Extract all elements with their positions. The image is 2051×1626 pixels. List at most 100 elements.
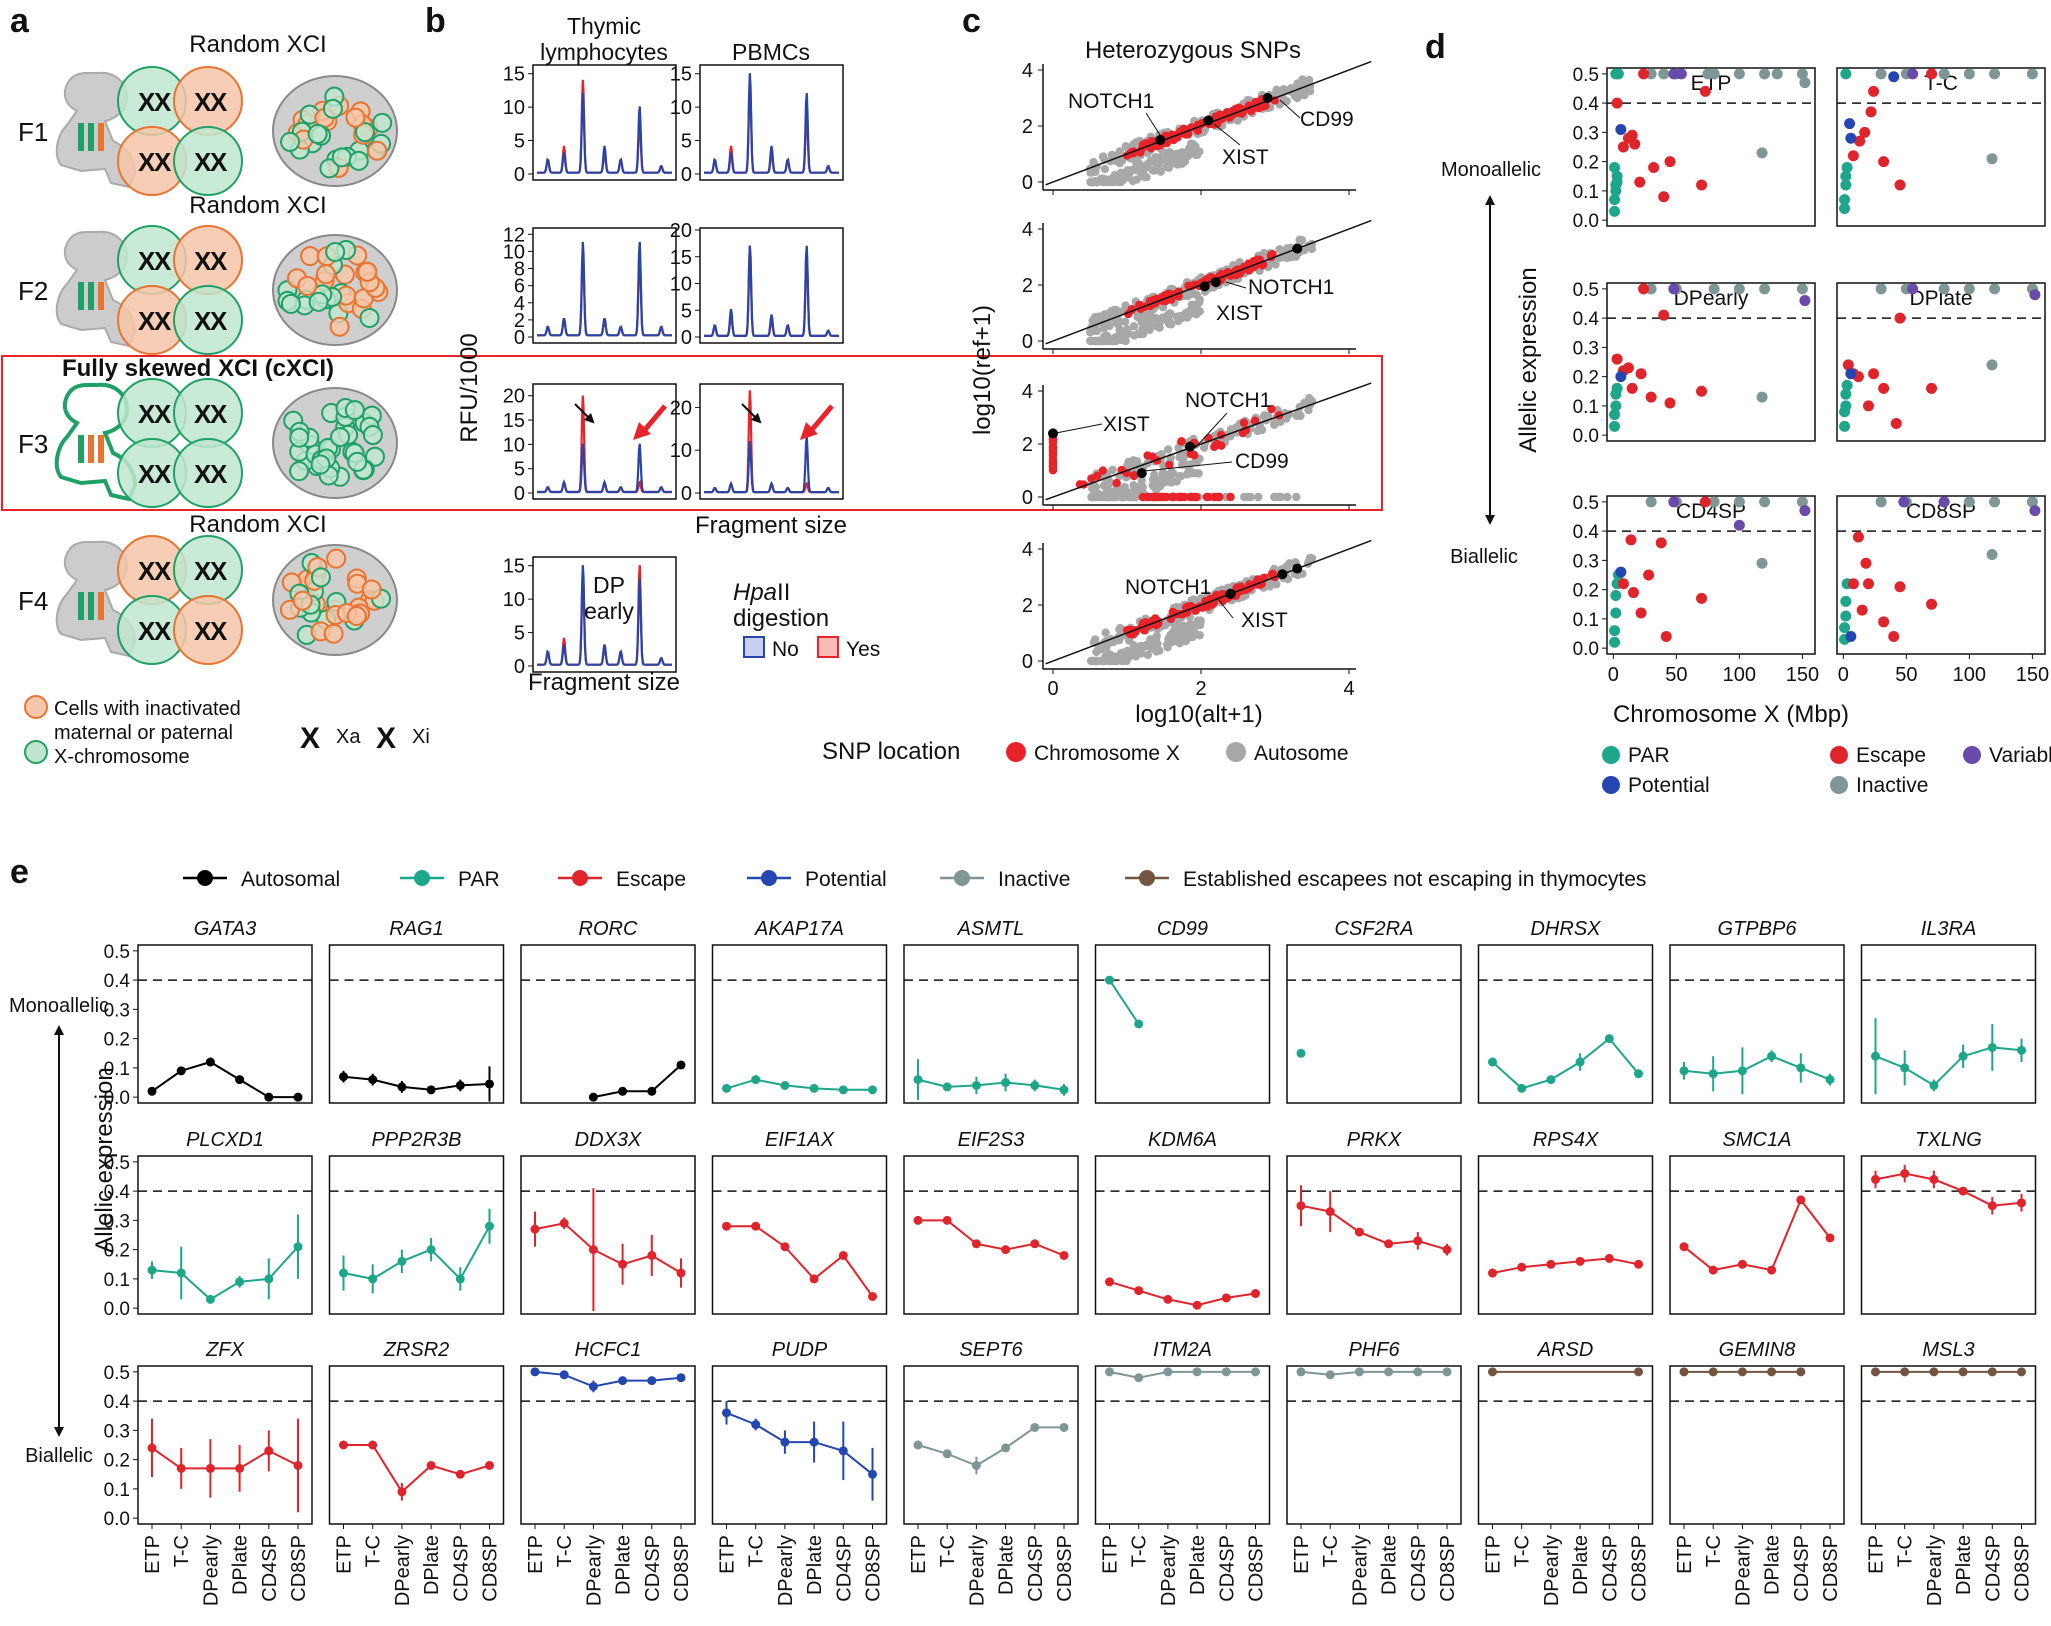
d-point-inactive: [1986, 359, 1998, 371]
e-xtick-label: T-C: [554, 1535, 576, 1567]
d-point-escape: [1847, 150, 1859, 162]
d-point-escape: [1617, 141, 1629, 153]
e-point: [1517, 1083, 1527, 1093]
b-subplot-frame: [699, 64, 844, 181]
c-autosome-point: [1097, 492, 1106, 502]
e-point: [426, 1245, 436, 1255]
e-point: [1296, 1367, 1306, 1377]
c-chrx-point: [1234, 103, 1243, 112]
e-point: [1001, 1245, 1011, 1255]
x-active-glyph: X: [194, 459, 212, 489]
d-point-variable: [1668, 68, 1680, 80]
tissue-cell: [307, 123, 328, 144]
x-active-glyph: X: [194, 306, 212, 336]
c-autosome-point: [1155, 318, 1164, 327]
c-autosome-point: [1304, 75, 1314, 85]
e-ytick-label: 0.5: [104, 1363, 130, 1384]
chromosome-orange: [98, 435, 104, 463]
e-point: [838, 1250, 848, 1260]
c-autosome-point: [1186, 621, 1195, 631]
tissue-cell: [322, 98, 343, 119]
d-ytick-label: 0.0: [1573, 639, 1599, 660]
b-ytick-label: 2: [514, 310, 525, 332]
c-autosome-point: [1165, 149, 1174, 158]
d-point-inactive: [1759, 68, 1771, 80]
d-ytick-label: 0.5: [1573, 65, 1599, 86]
e-point: [722, 1408, 731, 1418]
c-label-notch1-r1: NOTCH1: [1068, 90, 1154, 113]
c-autosome-point: [1132, 175, 1141, 184]
c-autosome-point: [1106, 650, 1115, 659]
c-autosome-point: [1104, 492, 1113, 502]
e-point: [397, 1256, 407, 1266]
e-point: [751, 1420, 761, 1430]
d-point-escape: [1699, 85, 1711, 97]
tissue-cell: [315, 264, 336, 285]
tissue-cell: [357, 261, 378, 282]
c-title: Heterozygous SNPs: [1085, 37, 1301, 64]
tissue-cell: [354, 122, 375, 143]
d-point-escape: [1660, 630, 1672, 642]
tissue-cell: [310, 567, 331, 588]
e-gene-title-PLCXD1: PLCXD1: [186, 1129, 264, 1151]
c-autosome-point: [1118, 656, 1127, 666]
d-point-escape: [1635, 368, 1647, 380]
e-xtick-label: ETP: [525, 1535, 547, 1574]
e-ytick-label: 0.4: [104, 1182, 131, 1203]
tissue-cell: [289, 427, 310, 448]
e-ytick-label: 0.0: [104, 1299, 130, 1320]
c-autosome-point: [1254, 492, 1263, 502]
e-gene-title-PUDP: PUDP: [772, 1339, 828, 1361]
d-point-escape: [1852, 531, 1864, 543]
e-point: [176, 1268, 186, 1278]
e-xtick-label: CD8SP: [1820, 1535, 1842, 1602]
d-point-escape: [1865, 106, 1877, 118]
c-label-xist-r3: XIST: [1103, 413, 1150, 436]
c-chrx-point: [1190, 451, 1199, 460]
tissue-cell: [344, 400, 365, 421]
b-ytick-label: 6: [514, 276, 525, 298]
e-facet-frame: [1860, 944, 2037, 1104]
e-series-line: [1683, 1197, 1831, 1272]
e-xtick-label: ETP: [908, 1535, 930, 1574]
e-point: [618, 1376, 628, 1386]
b-legend-yes-swatch: [817, 636, 839, 658]
e-point: [1001, 1443, 1011, 1453]
e-bi-label: Biallelic: [25, 1445, 93, 1467]
d-point-inactive: [1645, 496, 1657, 508]
d-point-escape: [1664, 397, 1676, 409]
e-facet-frame: [520, 1365, 696, 1525]
e-point: [1221, 1367, 1231, 1377]
e-point: [809, 1437, 819, 1447]
d-facet-title-CD8SP: CD8SP: [1906, 500, 1976, 523]
c-autosome-point: [1123, 488, 1132, 497]
d-point-escape: [1699, 496, 1711, 508]
e-ytick-label: 0.4: [104, 1392, 131, 1413]
d-point-inactive: [1796, 496, 1808, 508]
c-autosome-point: [1129, 322, 1139, 331]
d-ytick-label: 0.3: [1573, 123, 1599, 144]
e-series-line: [343, 1075, 490, 1091]
e-point: [1679, 1367, 1689, 1377]
e-series-line: [1109, 1280, 1256, 1307]
b-ytick-label: 20: [503, 386, 525, 408]
d-legend-variable: Variable: [1989, 744, 2051, 767]
c-chrx-point: [1168, 607, 1177, 617]
e-point: [205, 1057, 215, 1067]
d-ytick-label: 0.5: [1573, 280, 1599, 301]
e-point: [485, 1079, 494, 1089]
d-point-par: [1609, 625, 1621, 637]
c-autosome-point: [1148, 475, 1158, 484]
b-trace-no: [537, 93, 672, 174]
d-point-escape: [1611, 97, 1623, 109]
d-point-escape: [1878, 616, 1890, 628]
c-autosome-point: [1253, 426, 1262, 436]
c-diagonal: [1045, 382, 1372, 501]
c-autosome-point: [1164, 319, 1174, 329]
b-legend-no-swatch: [743, 636, 765, 658]
e-xtick-label: DPearly: [200, 1535, 222, 1606]
c-autosome-point: [1275, 245, 1284, 254]
d-ytick-label: 0.3: [1573, 338, 1599, 359]
e-point: [780, 1242, 790, 1252]
e-ylabel: Allelic expression: [91, 1067, 118, 1252]
